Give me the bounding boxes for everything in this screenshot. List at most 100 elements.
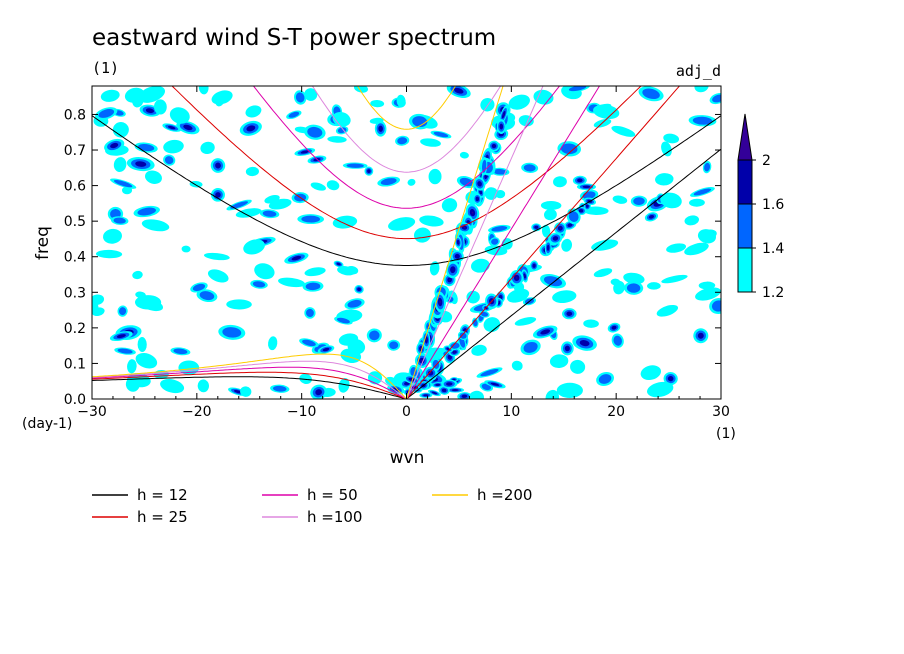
power-contour [711,300,721,312]
power-contour [369,330,380,341]
curve-legend: h = 12 h = 25 h = 50 h =100 h =200 [92,486,532,526]
rossby-curve [92,360,407,399]
power-contour [692,116,713,125]
power-contour [392,387,400,392]
power-contour [245,166,259,177]
x-tick-label: 20 [607,404,625,420]
power-contour [100,89,120,102]
power-contour [446,382,453,386]
power-contour [181,245,191,253]
power-contour [295,92,305,103]
power-contour [428,168,442,185]
power-contour [457,241,459,243]
power-contour [135,353,158,369]
power-contour [523,164,536,172]
power-contour [503,113,505,116]
power-contour [215,192,221,198]
power-contour [347,338,366,355]
y-tick-label: 0.0 [64,392,86,408]
power-contour [479,189,483,195]
kelvin-curve [406,86,681,399]
colorbar-label: 1.4 [762,241,784,257]
power-contour [647,381,674,398]
power-contour [568,211,579,222]
rossby-curve [92,376,407,399]
colorbar-swatch [737,247,753,293]
power-contour [439,301,441,304]
power-contour [515,277,518,279]
power-contour [211,90,233,105]
y-tick-label: 0.4 [64,250,86,266]
power-contour [235,208,262,218]
power-contour [322,347,330,352]
power-contour [113,217,126,224]
power-contour [633,197,645,206]
power-contour [480,311,489,317]
power-contour [490,382,500,386]
power-contour [591,239,619,251]
power-contour [192,283,206,291]
power-contour [135,291,146,299]
power-contour [695,287,721,301]
power-contour [593,104,620,120]
power-contour [578,209,584,213]
power-contour [140,298,164,312]
power-contour [579,340,590,347]
kelvin-curve [406,86,544,399]
power-contour [113,180,133,188]
power-contour [117,348,133,354]
power-contour [697,229,717,244]
power-contour [523,341,538,353]
legend-label: h = 50 [307,486,358,504]
power-contour [453,351,456,353]
power-contour [407,178,416,186]
power-contour [613,335,622,346]
power-contour [137,336,147,353]
power-contour [556,382,583,399]
power-contour [300,150,309,154]
power-contour [666,243,687,253]
power-contour [447,354,452,360]
subtitle-right: adj_d [676,62,721,80]
power-contour [332,111,351,127]
power-contour [468,390,485,399]
x-tick-label: 10 [502,404,520,420]
power-contour [533,89,554,105]
power-contour [429,372,432,374]
power-contour [305,282,321,291]
power-contour [291,255,302,261]
power-contour [450,342,460,349]
power-contour [420,138,441,147]
colorbar-label: 1.6 [762,197,784,213]
kelvin-curve [406,148,721,399]
power-contour [567,223,573,227]
power-contour [304,88,318,101]
power-contour [463,227,466,229]
kelvin-curve [406,86,601,399]
power-contour [169,107,190,124]
power-contour [397,137,408,145]
power-contour [561,238,573,252]
power-contour [326,180,340,191]
power-contour [484,245,508,256]
power-contour [420,348,422,350]
power-contour [491,143,497,149]
power-contour [262,210,277,217]
power-contour [475,196,480,202]
power-contour [684,242,709,256]
power-contour [480,368,499,377]
power-contour [640,365,661,381]
power-contour [183,124,193,131]
power-contour [288,111,300,118]
legend-label: h =100 [307,508,362,526]
kelvin-curve [406,86,504,399]
power-contour [327,136,347,143]
gravity-curve [252,86,561,209]
power-contour [593,268,613,278]
power-contour [137,207,156,216]
x-tick-label: 30 [712,404,730,420]
power-contour [389,341,399,350]
power-contour [203,252,230,261]
power-contour [98,109,115,118]
power-contour [583,319,599,328]
